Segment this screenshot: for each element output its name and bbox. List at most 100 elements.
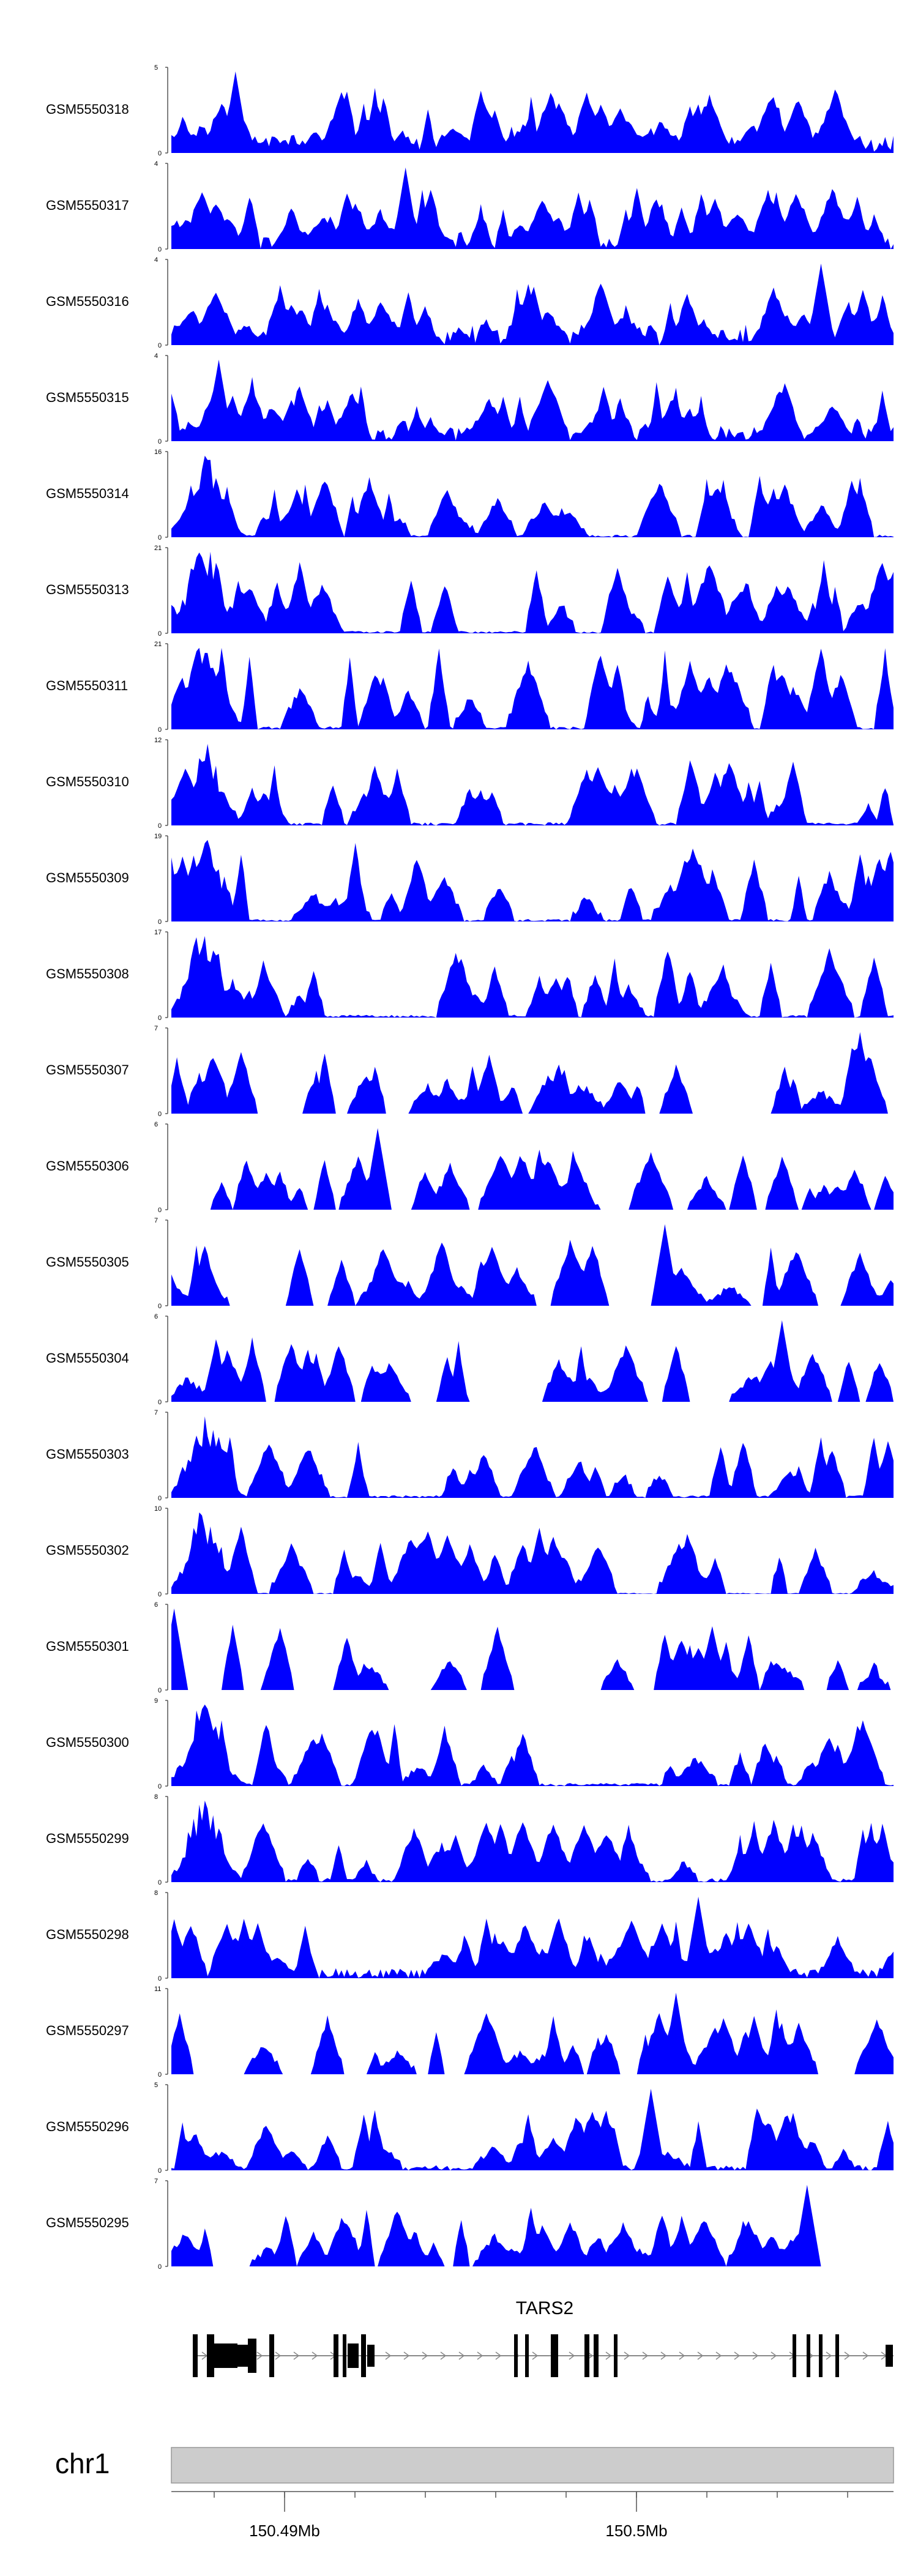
gene-exon [594, 2334, 599, 2377]
strand-arrow [532, 2351, 539, 2360]
coverage-area [171, 839, 894, 921]
gene-exon [226, 2345, 251, 2367]
gene-exon [207, 2334, 214, 2377]
track-GSM5550296: GSM5550296 5 0 [46, 2082, 894, 2175]
track-GSM5550302: GSM5550302 10 0 [46, 1505, 894, 1598]
gene-exon [348, 2343, 359, 2368]
y-min-label: 0 [158, 1687, 162, 1694]
track-GSM5550301: GSM5550301 6 0 [46, 1601, 894, 1694]
strand-arrow [734, 2351, 741, 2360]
track-GSM5550310: GSM5550310 12 0 [46, 737, 894, 830]
strand-arrow [624, 2351, 630, 2360]
y-max-label: 9 [154, 1697, 158, 1705]
coverage-area [171, 1608, 894, 1690]
y-max-label: 6 [154, 1313, 158, 1320]
coverage-area [171, 167, 894, 249]
track-label: GSM5550310 [46, 774, 129, 789]
coverage-area [171, 936, 894, 1018]
strand-arrow [771, 2351, 777, 2360]
y-max-label: 12 [154, 737, 162, 744]
y-max-label: 7 [154, 1025, 158, 1032]
y-min-label: 0 [158, 1879, 162, 1886]
gene-exon [367, 2345, 375, 2367]
gene-exon [614, 2334, 618, 2377]
track-label: GSM5550303 [46, 1446, 129, 1462]
gene-name: TARS2 [516, 2298, 573, 2318]
y-max-label: 4 [154, 256, 158, 264]
y-min-label: 0 [158, 2263, 162, 2271]
y-min-label: 0 [158, 246, 162, 253]
y-min-label: 0 [158, 534, 162, 542]
y-max-label: 19 [154, 833, 162, 840]
y-max-label: 4 [154, 352, 158, 360]
track-GSM5550318: GSM5550318 5 0 [46, 64, 894, 157]
track-GSM5550313: GSM5550313 21 0 [46, 545, 894, 638]
track-label: GSM5550308 [46, 966, 129, 981]
track-GSM5550306: GSM5550306 6 0 [46, 1121, 894, 1214]
track-label: GSM5550301 [46, 1639, 129, 1654]
track-GSM5550316: GSM5550316 4 0 [46, 256, 894, 349]
y-min-label: 0 [158, 1399, 162, 1406]
track-label: GSM5550297 [46, 2023, 129, 2038]
coverage-area [171, 2184, 894, 2266]
coverage-area [171, 359, 894, 441]
gene-exon [835, 2334, 839, 2377]
y-max-label: 21 [154, 641, 162, 648]
y-max-label: 6 [154, 1121, 158, 1128]
chromosome-label: chr1 [55, 2448, 110, 2479]
strand-arrow [440, 2351, 447, 2360]
gene-exon [886, 2345, 893, 2367]
y-max-label: 17 [154, 929, 162, 936]
gene-exon [343, 2334, 346, 2377]
y-max-label: 7 [154, 2178, 158, 2185]
track-label: GSM5550306 [46, 1158, 129, 1174]
y-max-label: 8 [154, 1793, 158, 1801]
coverage-area [171, 2088, 894, 2170]
coverage-area [171, 1992, 894, 2074]
track-GSM5550298: GSM5550298 8 0 [46, 1889, 894, 1982]
track-label: GSM5550318 [46, 102, 129, 117]
y-min-label: 0 [158, 1303, 162, 1310]
gene-exon [361, 2334, 366, 2377]
track-label: GSM5550315 [46, 390, 129, 405]
gene-model: TARS2 [193, 2298, 894, 2377]
track-label: GSM5550313 [46, 582, 129, 597]
coverage-area [171, 743, 894, 825]
y-max-label: 7 [154, 1409, 158, 1416]
y-min-label: 0 [158, 1591, 162, 1598]
strand-arrow [422, 2351, 428, 2360]
strand-arrow [477, 2351, 483, 2360]
track-label: GSM5550317 [46, 198, 129, 213]
y-min-label: 0 [158, 1111, 162, 1118]
coverage-area [171, 1224, 894, 1306]
track-label: GSM5550316 [46, 294, 129, 309]
track-GSM5550305: GSM5550305 7 0 [46, 1217, 894, 1310]
coverage-area [171, 1512, 894, 1594]
x-tick-label: 150.49Mb [249, 2522, 320, 2540]
gene-exon [193, 2334, 198, 2377]
track-GSM5550315: GSM5550315 4 0 [46, 352, 894, 445]
track-GSM5550300: GSM5550300 9 0 [46, 1697, 894, 1790]
track-label: GSM5550298 [46, 1927, 129, 1942]
track-GSM5550303: GSM5550303 7 0 [46, 1409, 894, 1502]
track-label: GSM5550302 [46, 1543, 129, 1558]
strand-arrow [293, 2351, 300, 2360]
strand-arrow [660, 2351, 667, 2360]
ideogram-band [171, 2447, 894, 2484]
y-min-label: 0 [158, 1495, 162, 1502]
strand-arrow [752, 2351, 759, 2360]
y-min-label: 0 [158, 630, 162, 638]
coverage-area [171, 551, 894, 633]
y-max-label: 5 [154, 64, 158, 72]
y-max-label: 6 [154, 1601, 158, 1609]
gene-exon [793, 2334, 796, 2377]
gene-exon [514, 2334, 518, 2377]
coverage-area [171, 1800, 894, 1882]
strand-arrow [403, 2351, 410, 2360]
track-GSM5550299: GSM5550299 8 0 [46, 1793, 894, 1886]
strand-arrow [679, 2351, 685, 2360]
y-min-label: 0 [158, 438, 162, 445]
y-min-label: 0 [158, 2071, 162, 2079]
